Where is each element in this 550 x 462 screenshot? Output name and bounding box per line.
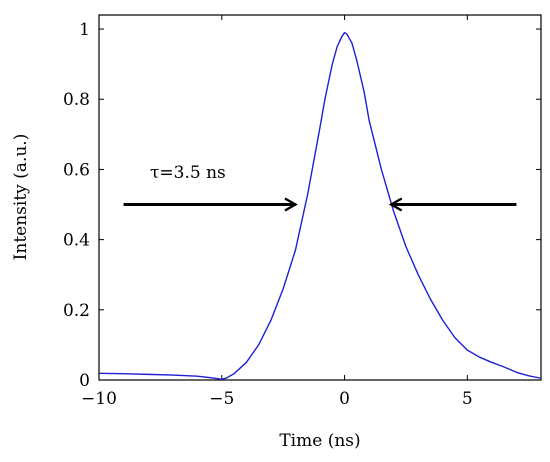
y-tick-label: 0.6 xyxy=(63,160,90,180)
x-tick-label: 5 xyxy=(462,389,473,409)
plot-frame xyxy=(98,14,542,381)
y-tick-label: 0.8 xyxy=(63,90,90,110)
y-tick-label: 1 xyxy=(79,20,90,40)
tau-annotation: τ=3.5 ns xyxy=(150,163,226,183)
y-tick-label: 0.2 xyxy=(63,301,90,321)
x-axis: −10 −5 0 5 xyxy=(81,15,473,409)
x-tick-label: −5 xyxy=(209,389,234,409)
y-axis: 0 0.2 0.4 0.6 0.8 1 xyxy=(63,20,541,391)
x-axis-label: Time (ns) xyxy=(279,431,360,451)
y-tick-label: 0.4 xyxy=(63,231,90,251)
series-layer xyxy=(98,31,542,380)
x-tick-label: 0 xyxy=(339,389,350,409)
y-tick-label: 0 xyxy=(79,371,90,391)
x-tick-label: −10 xyxy=(81,389,117,409)
y-axis-label: Intensity (a.u.) xyxy=(11,134,31,261)
series-line xyxy=(98,31,542,380)
